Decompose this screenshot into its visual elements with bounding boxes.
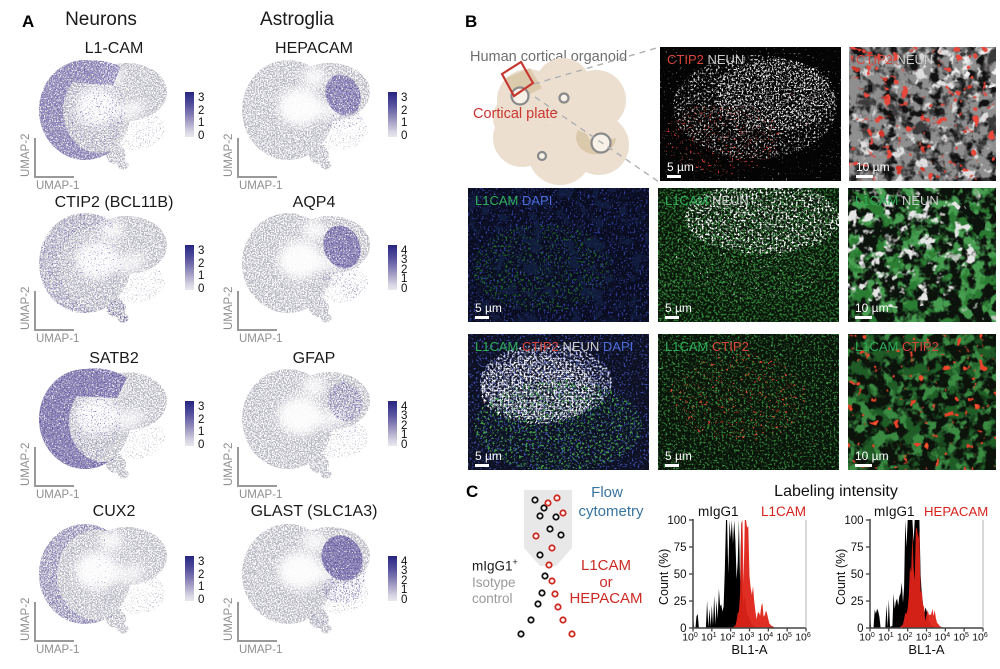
svg-text:25: 25 — [674, 596, 687, 608]
svg-text:0: 0 — [857, 623, 863, 635]
svg-text:105: 105 — [776, 632, 792, 644]
svg-text:75: 75 — [851, 542, 864, 554]
svg-text:100: 100 — [859, 632, 875, 644]
svg-text:BL1-A: BL1-A — [731, 642, 767, 657]
svg-text:100: 100 — [844, 515, 863, 527]
svg-text:25: 25 — [851, 596, 864, 608]
svg-text:BL1-A: BL1-A — [908, 642, 944, 657]
svg-text:101: 101 — [878, 632, 894, 644]
svg-text:0: 0 — [680, 623, 686, 635]
svg-text:100: 100 — [667, 515, 686, 527]
svg-text:75: 75 — [674, 542, 687, 554]
svg-text:100: 100 — [682, 632, 698, 644]
svg-text:50: 50 — [674, 569, 687, 581]
svg-text:50: 50 — [851, 569, 864, 581]
svg-text:105: 105 — [953, 632, 969, 644]
svg-text:101: 101 — [701, 632, 717, 644]
svg-text:106: 106 — [795, 632, 811, 644]
svg-text:106: 106 — [972, 632, 988, 644]
